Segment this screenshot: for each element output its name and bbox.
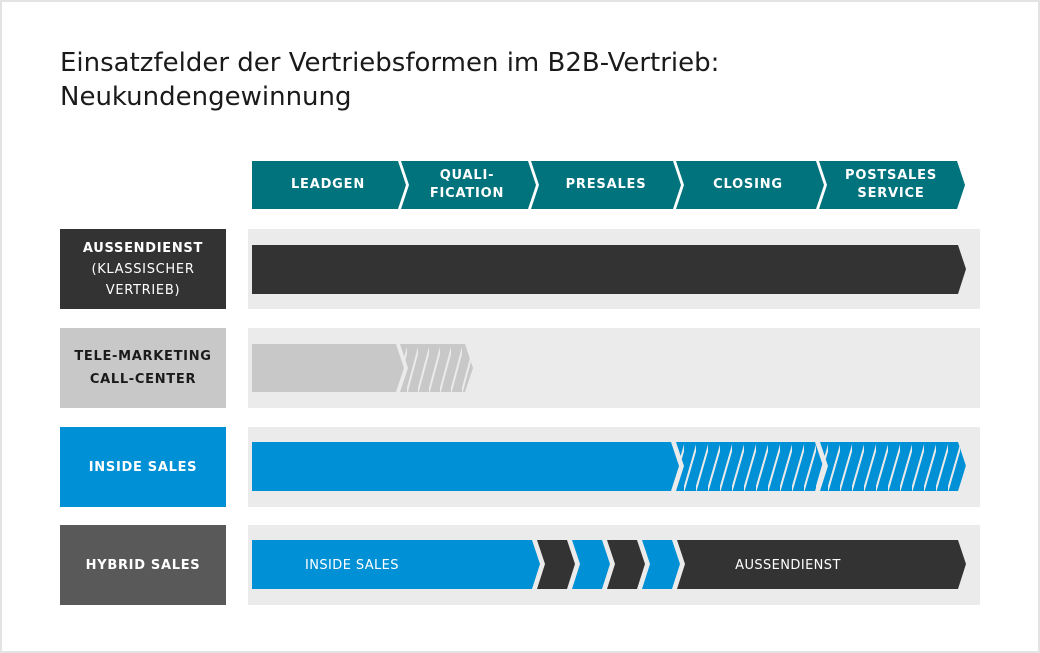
row-label-aussendienst: AUSSENDIENST (KLASSISCHER VERTRIEB) [60,229,226,309]
row-label-inside-sales: INSIDE SALES [60,427,226,507]
diagram-title: Einsatzfelder der Vertriebsformen im B2B… [60,46,719,114]
phase-chevron-closing [676,161,824,209]
inside-sales-partial-closing [676,442,823,491]
telemarketing-solid-bar [252,344,404,392]
row-label-hybrid-sales-name: HYBRID SALES [85,557,201,573]
hybrid-segment-blue-1 [572,540,610,589]
phase-label-leadgen-text: LEADGEN [290,177,366,192]
hybrid-segment-blue-2 [642,540,680,589]
row-label-aussendienst-sub1: (KLASSISCHER [91,261,195,277]
row-label-aussendienst-sub2: VERTRIEB) [105,282,181,298]
inside-sales-solid-bar [252,442,679,491]
phase-label-qualification: QUALI- FICATION [404,161,530,209]
hybrid-segment-dark-1 [537,540,575,589]
hybrid-inside-sales-bar [252,540,540,589]
phase-label-postsales: POSTSALES SERVICE [822,161,960,209]
row-label-telemarketing: TELE-MARKETING CALL-CENTER [60,328,226,408]
phase-label-presales-text: PRESALES [565,177,647,192]
title-line-1: Einsatzfelder der Vertriebsformen im B2B… [60,48,720,78]
hybrid-inside-sales-label: INSIDE SALES [305,557,399,573]
phase-label-qualification-line2: FICATION [429,186,505,201]
phase-label-leadgen: LEADGEN [256,161,400,209]
phase-chevrons [252,161,965,209]
row-label-telemarketing-name: TELE-MARKETING [74,349,212,364]
row-label-hybrid-sales: HYBRID SALES [60,525,226,605]
title-line-2: Neukundengewinnung [60,82,352,112]
hybrid-aussendienst-bar [677,540,966,589]
hybrid-aussendienst-label: AUSSENDIENST [735,557,841,573]
row-label-inside-sales-name: INSIDE SALES [88,459,198,475]
phase-chevron-presales [531,161,681,209]
hybrid-segment-dark-2 [607,540,645,589]
phase-chevron-postsales [819,161,965,209]
phase-label-presales: PRESALES [536,161,676,209]
phase-label-postsales-line1: POSTSALES [845,168,937,183]
phase-label-postsales-line2: SERVICE [857,186,925,201]
phase-label-qualification-line1: QUALI- [439,168,495,183]
row-label-telemarketing-sub1: CALL-CENTER [89,372,197,387]
phase-label-closing: CLOSING [680,161,816,209]
telemarketing-partial-bar [400,344,473,392]
row-label-aussendienst-name: AUSSENDIENST [82,240,204,256]
aussendienst-bar [252,245,966,294]
inside-sales-partial-postsales [820,442,966,491]
phase-label-closing-text: CLOSING [713,177,783,192]
phase-chevron-leadgen [252,161,406,209]
phase-chevron-qualification [401,161,536,209]
